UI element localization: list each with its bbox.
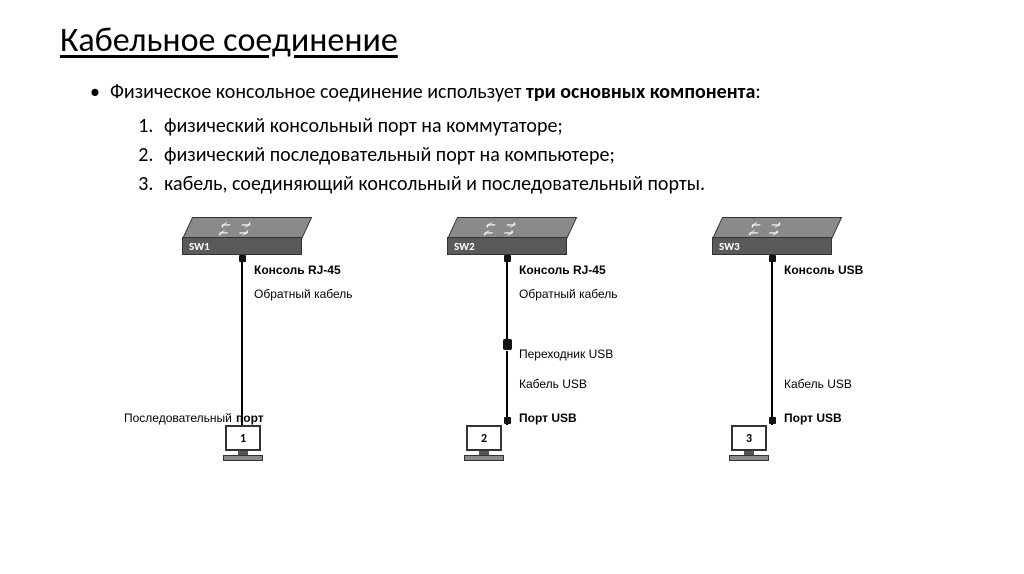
diagram-label: порт [236, 411, 264, 425]
diagram-label: Переходник USB [519, 347, 613, 361]
pc-number: 3 [731, 425, 767, 451]
cable-line [771, 255, 773, 425]
cable-diagram: ←→←→SW1Консоль RJ-45Обратный кабельПосле… [132, 217, 892, 477]
component-list: физический консольный порт на коммутатор… [130, 112, 964, 199]
diagram-label: Кабель USB [519, 377, 587, 391]
diagram-label: Обратный кабель [254, 287, 353, 301]
intro-bold: три основных компонента [526, 80, 755, 104]
diagram-label: Консоль RJ-45 [254, 263, 341, 277]
port-connector-icon [769, 417, 776, 424]
port-connector-icon [769, 255, 776, 262]
computer-icon: 2 [461, 425, 507, 465]
computer-icon: 1 [220, 425, 266, 465]
diagram-label: Последовательный [124, 411, 232, 425]
computer-icon: 3 [726, 425, 772, 465]
diagram-label: Консоль USB [784, 263, 863, 277]
diagram-label: Порт USB [784, 411, 842, 425]
intro-bullet: • Физическое консольное соединение испол… [90, 79, 964, 106]
switch-label: SW3 [712, 237, 832, 255]
diagram-column: ←→←→SW3 Консоль USB Кабель USB Порт USB 3 [662, 217, 882, 477]
network-switch-icon: ←→←→SW2 [447, 217, 567, 257]
cable-line [506, 255, 508, 340]
pc-number: 1 [225, 425, 261, 451]
bullet-dot-icon: • [90, 79, 100, 106]
list-item: физический консольный порт на коммутатор… [158, 112, 964, 141]
diagram-column: ←→←→SW2 Консоль RJ-45 Обратный кабель Перех… [397, 217, 617, 477]
diagram-column: ←→←→SW1Консоль RJ-45Обратный кабельПосле… [132, 217, 352, 477]
intro-trail: : [755, 80, 760, 104]
cable-line [241, 255, 243, 425]
usb-adapter-icon [503, 339, 512, 350]
diagram-label: Порт USB [519, 411, 577, 425]
diagram-label: Обратный кабель [519, 287, 618, 301]
pc-number: 2 [466, 425, 502, 451]
list-item: физический последовательный порт на комп… [158, 141, 964, 170]
diagram-label: Кабель USB [784, 377, 852, 391]
port-connector-icon [239, 255, 246, 262]
network-switch-icon: ←→←→SW3 [712, 217, 832, 257]
port-connector-icon [504, 417, 511, 424]
page-title: Кабельное соединение [60, 20, 964, 61]
diagram-label: Консоль RJ-45 [519, 263, 606, 277]
port-connector-icon [504, 255, 511, 262]
intro-lead: Физическое консольное соединение использ… [110, 80, 526, 104]
cable-line [506, 351, 508, 425]
switch-label: SW2 [447, 237, 567, 255]
network-switch-icon: ←→←→SW1 [182, 217, 302, 257]
switch-label: SW1 [182, 237, 302, 255]
list-item: кабель, соединяющий консольный и последо… [158, 170, 964, 199]
